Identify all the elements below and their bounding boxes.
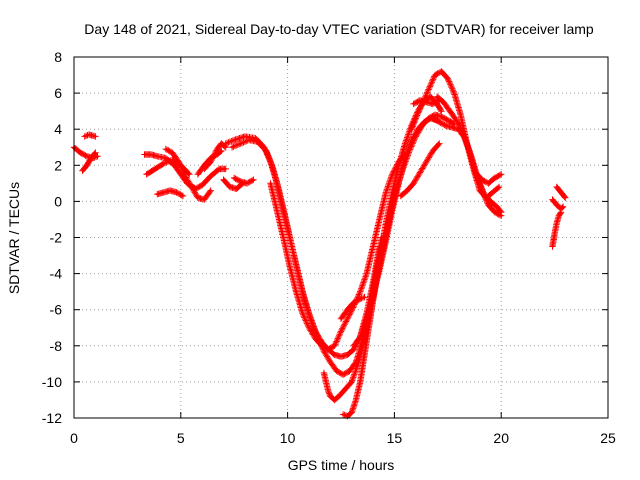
series-line [224,135,381,358]
series-arc-10 [220,176,246,192]
plus-markers [231,174,257,187]
plus-markers [337,293,368,322]
plus-markers [549,196,567,212]
y-tick-label: -2 [50,230,63,246]
series-arc-11 [231,174,257,187]
plus-markers [79,149,99,174]
series-arc-14 [267,151,409,353]
series-arc-24 [472,169,505,187]
series-arc-26 [549,196,567,212]
plus-markers [222,133,383,360]
grid [74,57,608,418]
series-arc-19 [397,140,443,200]
y-tick-label: 8 [54,49,62,65]
series-arc-21 [410,97,443,108]
series-arc-9 [201,140,229,173]
series-arc-3 [81,131,99,140]
plus-markers [162,145,214,203]
x-tick-label: 20 [493,430,509,446]
series-arc-12 [222,133,383,360]
plus-markers [350,115,441,349]
x-tick-label: 5 [177,430,185,446]
y-tick-label: 0 [54,193,62,209]
x-tick-label: 25 [600,430,616,446]
plus-markers [472,169,505,187]
series-arc-23 [433,93,505,219]
plus-markers [549,209,565,250]
y-tick-label: -10 [42,374,62,390]
plus-markers [201,140,229,173]
x-tick-label: 15 [387,430,403,446]
series-arc-18 [350,115,441,349]
plus-markers [553,183,569,201]
y-axis-label: SDTVAR / TECUs [6,182,22,294]
y-tick-label: -4 [50,266,63,282]
y-tick-label: -8 [50,338,63,354]
plus-markers [81,131,99,140]
y-tick-label: 6 [54,85,62,101]
series-arc-2 [79,149,99,174]
series-arc-27 [553,183,569,201]
plus-markers [154,187,187,200]
x-tick-label: 0 [70,430,78,446]
series-arc-17 [337,293,368,322]
x-tick-label: 10 [280,430,296,446]
data-series [70,68,569,420]
y-tick-label: 4 [54,121,62,137]
plus-markers [410,97,443,108]
chart-title: Day 148 of 2021, Sidereal Day-to-day VTE… [84,21,594,37]
plus-markers [220,176,246,192]
series-arc-7 [162,145,214,203]
plus-markers [267,151,409,353]
x-axis-label: GPS time / hours [288,457,395,473]
series-arc-6 [154,187,187,200]
plus-markers [397,140,443,200]
y-tick-label: -12 [42,410,62,426]
y-tick-label: 2 [54,157,62,173]
series-arc-25 [549,209,565,250]
y-tick-label: -6 [50,302,63,318]
plus-markers [433,93,505,219]
